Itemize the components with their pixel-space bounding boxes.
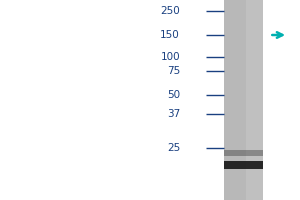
Text: 250: 250 bbox=[160, 6, 180, 16]
Text: 75: 75 bbox=[167, 66, 180, 76]
Bar bbox=[224, 161, 263, 169]
Text: 100: 100 bbox=[160, 52, 180, 62]
Text: 50: 50 bbox=[167, 90, 180, 100]
Bar bbox=[224, 0, 263, 200]
Text: 25: 25 bbox=[167, 143, 180, 153]
Bar bbox=[246, 0, 263, 200]
Text: 150: 150 bbox=[160, 30, 180, 40]
Bar bbox=[224, 150, 263, 156]
Text: 37: 37 bbox=[167, 109, 180, 119]
